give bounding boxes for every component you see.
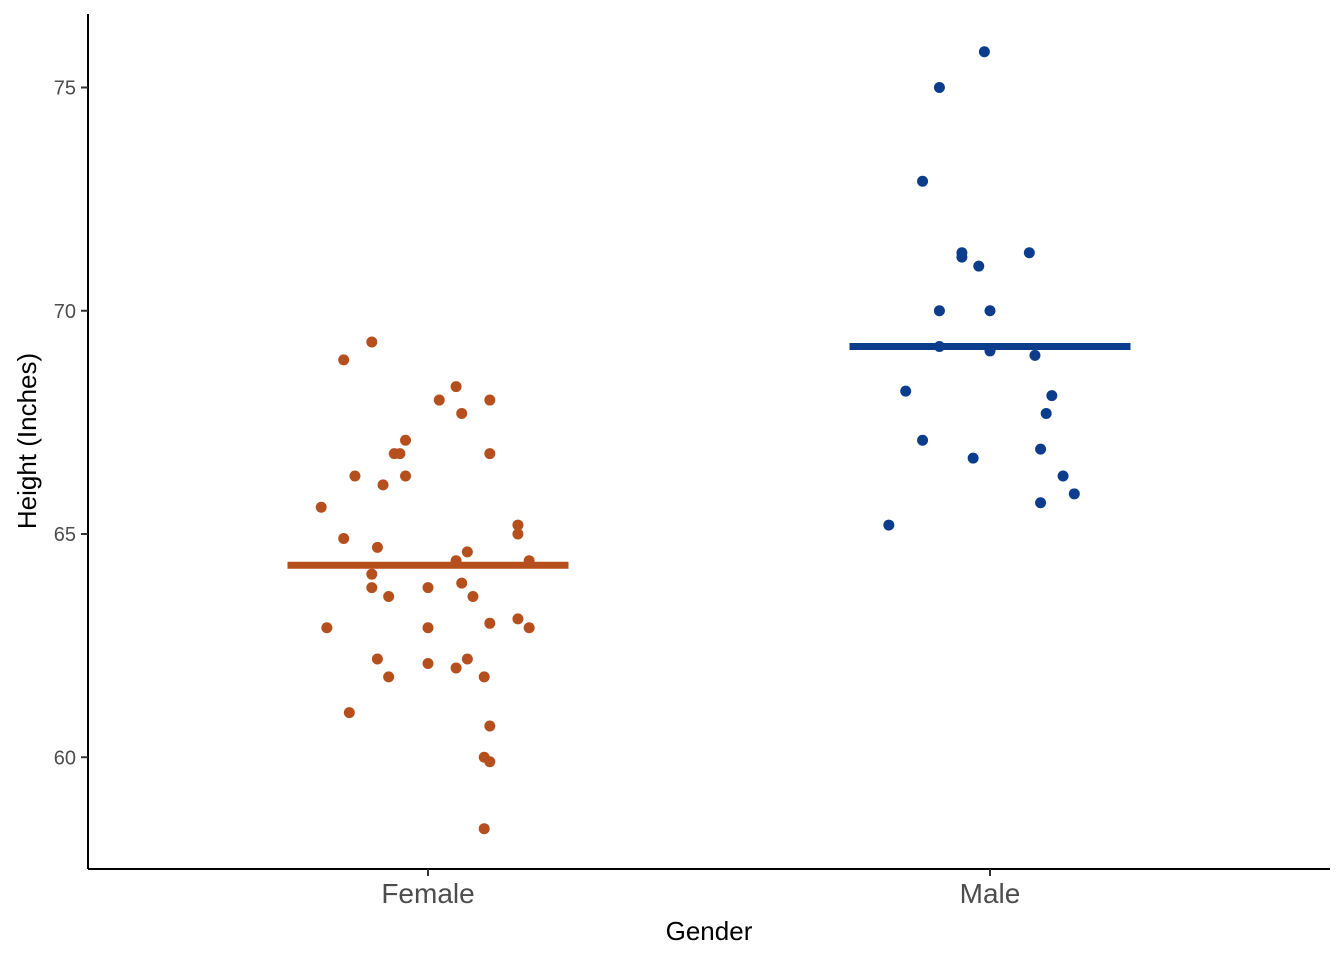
data-point-male: [917, 175, 929, 187]
plot-marks: [287, 46, 1131, 835]
data-point-female: [484, 756, 496, 768]
data-point-female: [478, 671, 490, 683]
y-tick-label: 65: [54, 524, 76, 546]
y-tick-label: 75: [54, 78, 76, 100]
data-point-male: [967, 452, 979, 464]
data-point-male: [1068, 488, 1080, 500]
x-axis-ticks: Female Male: [381, 869, 1020, 909]
data-point-female: [512, 528, 524, 540]
data-point-male: [1023, 247, 1035, 259]
data-point-male: [933, 305, 945, 317]
data-point-female: [450, 381, 462, 393]
data-point-male: [1035, 497, 1047, 509]
data-point-female: [484, 394, 496, 406]
data-point-female: [366, 336, 378, 348]
data-point-female: [484, 448, 496, 460]
data-point-male: [883, 519, 895, 531]
data-point-female: [461, 653, 473, 665]
data-point-female: [338, 354, 350, 366]
data-point-female: [512, 613, 524, 625]
x-axis-title: Gender: [666, 916, 753, 946]
data-point-female: [422, 582, 434, 594]
data-point-female: [343, 707, 355, 719]
x-tick-label: Male: [960, 878, 1021, 909]
data-point-male: [956, 251, 968, 263]
data-point-female: [422, 657, 434, 669]
y-axis-title: Height (Inches): [12, 353, 42, 529]
x-tick-label: Female: [381, 878, 474, 909]
data-point-male: [917, 434, 929, 446]
data-point-female: [523, 622, 535, 634]
data-point-female: [366, 568, 378, 580]
data-point-female: [371, 541, 383, 553]
data-point-female: [450, 662, 462, 674]
data-point-female: [377, 479, 389, 491]
data-point-male: [1029, 349, 1041, 361]
data-point-female: [456, 577, 468, 589]
data-point-female: [478, 823, 490, 835]
data-point-female: [484, 720, 496, 732]
data-point-male: [973, 260, 985, 272]
data-point-female: [433, 394, 445, 406]
data-point-female: [366, 582, 378, 594]
data-point-female: [338, 532, 350, 544]
data-point-female: [400, 434, 412, 446]
data-point-female: [315, 501, 327, 513]
data-point-male: [1057, 470, 1069, 482]
data-point-male: [1035, 443, 1047, 455]
data-point-female: [484, 617, 496, 629]
data-point-female: [321, 622, 333, 634]
data-point-male: [978, 46, 990, 58]
data-point-male: [933, 82, 945, 93]
data-point-female: [394, 448, 406, 460]
y-axis-ticks: 60 65 70 75: [54, 78, 88, 769]
data-point-female: [456, 407, 468, 419]
data-point-male: [1046, 390, 1058, 402]
data-point-female: [349, 470, 361, 482]
data-point-female: [512, 519, 524, 531]
data-point-female: [383, 591, 395, 603]
data-point-male: [1040, 407, 1052, 419]
data-point-female: [400, 470, 412, 482]
data-point-male: [900, 385, 912, 397]
y-tick-label: 60: [54, 747, 76, 769]
data-point-female: [467, 591, 479, 603]
data-point-female: [461, 546, 473, 558]
data-point-male: [984, 305, 996, 317]
data-point-female: [383, 671, 395, 683]
y-tick-label: 70: [54, 301, 76, 323]
data-point-female: [371, 653, 383, 665]
data-point-female: [422, 622, 434, 634]
